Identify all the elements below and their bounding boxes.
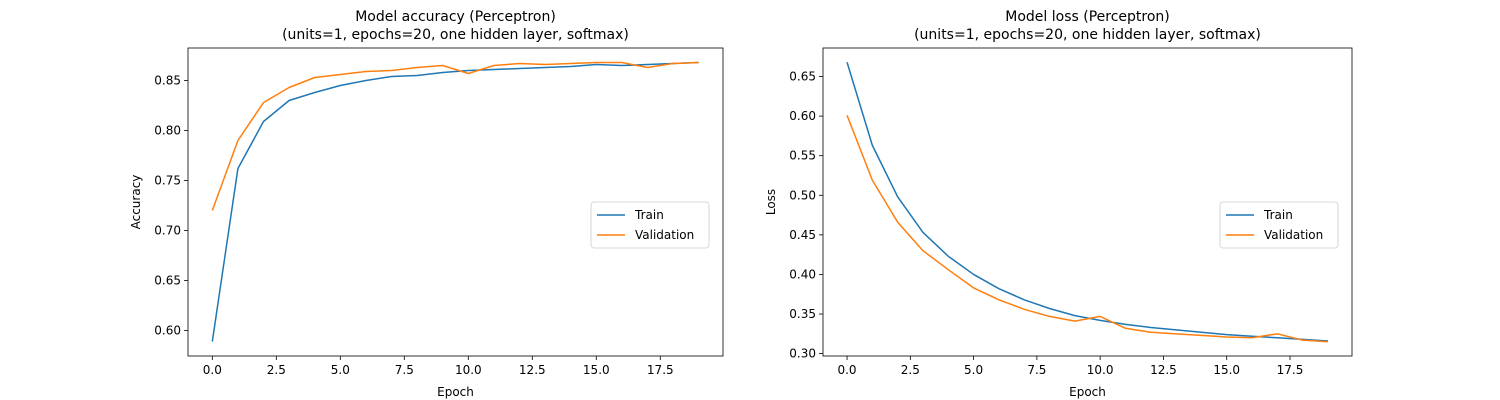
accuracy-x-tick-label: 7.5 <box>395 363 414 377</box>
loss-x-tick-label: 15.0 <box>1213 363 1240 377</box>
accuracy-series-validation <box>211 61 699 211</box>
loss-x-tick-label: 10.0 <box>1087 363 1114 377</box>
accuracy-legend-label-validation: Validation <box>635 228 694 242</box>
loss-chart-title: Model loss (Perceptron) <box>1005 9 1169 25</box>
loss-y-tick-label: 0.30 <box>789 347 816 361</box>
accuracy-y-tick-label: 0.85 <box>154 74 181 88</box>
loss-legend-label-validation: Validation <box>1264 228 1323 242</box>
accuracy-series-train <box>211 61 699 342</box>
loss-y-tick-label: 0.60 <box>789 109 816 123</box>
loss-y-tick-label: 0.45 <box>789 228 816 242</box>
accuracy-x-axis-label: Epoch <box>437 385 474 399</box>
loss-plot-frame <box>822 47 1353 357</box>
loss-x-tick-label: 7.5 <box>1027 363 1046 377</box>
accuracy-legend-box <box>590 201 710 249</box>
loss-series-validation <box>846 115 1328 343</box>
loss-chart-subtitle: (units=1, epochs=20, one hidden layer, s… <box>914 27 1261 43</box>
accuracy-y-tick-label: 0.75 <box>154 174 181 188</box>
loss-y-tick-label: 0.40 <box>789 267 816 281</box>
accuracy-y-axis-label: Accuracy <box>129 175 143 230</box>
loss-x-tick-label: 0.0 <box>837 363 856 377</box>
loss-y-tick-label: 0.35 <box>789 307 816 321</box>
accuracy-y-tick-label: 0.70 <box>154 224 181 238</box>
loss-y-tick-label: 0.55 <box>789 149 816 163</box>
accuracy-y-tick-label: 0.80 <box>154 124 181 138</box>
loss-x-tick-label: 5.0 <box>964 363 983 377</box>
accuracy-x-tick-label: 15.0 <box>583 363 610 377</box>
loss-series-train <box>846 62 1328 342</box>
accuracy-chart: Model accuracy (Perceptron) (units=1, epo… <box>129 9 724 399</box>
accuracy-x-tick-label: 0.0 <box>203 363 222 377</box>
loss-x-tick-label: 12.5 <box>1150 363 1177 377</box>
accuracy-legend: Train Validation <box>590 201 710 249</box>
accuracy-chart-title: Model accuracy (Perceptron) <box>355 9 556 25</box>
accuracy-chart-subtitle: (units=1, epochs=20, one hidden layer, s… <box>282 27 629 43</box>
loss-legend-label-train: Train <box>1263 208 1293 222</box>
loss-y-tick-label: 0.50 <box>789 188 816 202</box>
loss-x-tick-label: 17.5 <box>1277 363 1304 377</box>
accuracy-x-tick-label: 10.0 <box>455 363 482 377</box>
accuracy-plot-frame <box>187 47 724 357</box>
loss-y-tick-label: 0.65 <box>789 70 816 84</box>
loss-x-axis-label: Epoch <box>1069 385 1106 399</box>
accuracy-y-tick-label: 0.60 <box>154 324 181 338</box>
accuracy-y-tick-label: 0.65 <box>154 274 181 288</box>
accuracy-x-tick-label: 12.5 <box>519 363 546 377</box>
loss-y-axis-label: Loss <box>764 189 778 215</box>
loss-chart: Model loss (Perceptron) (units=1, epochs=… <box>764 9 1353 399</box>
loss-x-tick-label: 2.5 <box>901 363 920 377</box>
accuracy-x-tick-label: 2.5 <box>267 363 286 377</box>
accuracy-legend-label-train: Train <box>634 208 664 222</box>
loss-legend-box <box>1219 201 1339 249</box>
accuracy-x-tick-label: 5.0 <box>331 363 350 377</box>
loss-legend: Train Validation <box>1219 201 1339 249</box>
accuracy-x-tick-label: 17.5 <box>647 363 674 377</box>
